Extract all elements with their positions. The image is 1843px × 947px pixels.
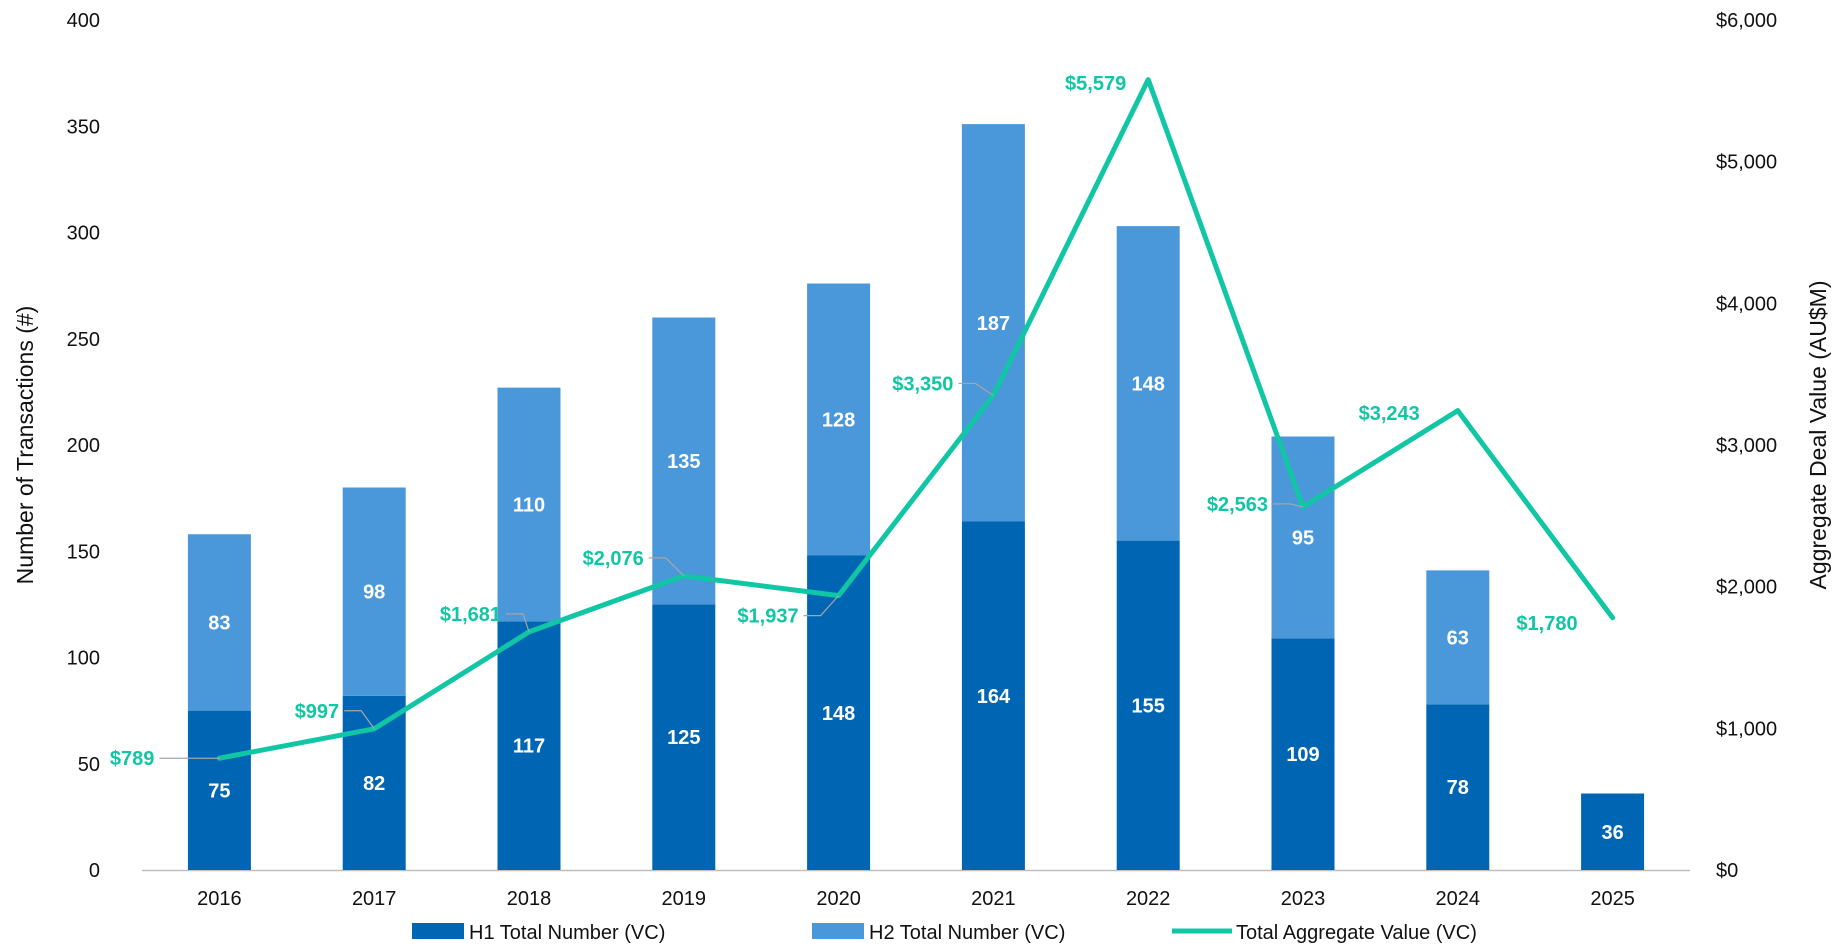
bar-h1-label: 109: [1286, 744, 1319, 766]
bar-h1-label: 75: [208, 780, 230, 802]
y-right-tick-label: $0: [1716, 860, 1738, 882]
y-left-tick-label: 250: [67, 329, 100, 351]
x-tick-label: 2020: [816, 888, 861, 910]
legend-label: Total Aggregate Value (VC): [1236, 922, 1477, 944]
bar-h2: [187, 534, 251, 711]
line-label-leader: [958, 382, 994, 396]
bar-h2-label: 148: [1132, 373, 1165, 395]
legend-swatch-h2: [812, 923, 864, 939]
bar-h1: [1116, 540, 1180, 870]
line-data-label: $3,350: [892, 373, 953, 395]
bar-h2-label: 95: [1292, 527, 1314, 549]
x-tick-label: 2017: [352, 888, 397, 910]
x-tick-label: 2023: [1281, 888, 1326, 910]
line-label-leader: [1273, 503, 1304, 508]
bar-h2: [1116, 226, 1180, 541]
line-label-leader: [803, 595, 840, 617]
bar-h1: [1271, 638, 1335, 870]
y-right-tick-label: $3,000: [1716, 435, 1777, 457]
y-right-tick-label: $5,000: [1716, 152, 1777, 174]
x-tick-label: 2021: [971, 888, 1016, 910]
total-aggregate-value-line: [216, 77, 1616, 761]
legend-swatch-h1: [412, 923, 464, 939]
y-right-tick-label: $1,000: [1716, 718, 1777, 740]
bar-h1-label: 148: [822, 703, 855, 725]
line-label-leader: [506, 613, 530, 633]
bar-h1: [497, 621, 561, 870]
bar-h1: [961, 521, 1025, 870]
bar-h1-label: 78: [1447, 777, 1469, 799]
bar-h2-label: 135: [667, 451, 700, 473]
y-left-tick-label: 400: [67, 10, 100, 32]
line-data-label: $789: [110, 748, 155, 770]
line-data-label: $3,243: [1359, 403, 1420, 425]
bar-h2: [961, 124, 1025, 522]
bar-h1-label: 82: [363, 773, 385, 795]
y-right-tick-label: $6,000: [1716, 10, 1777, 32]
bar-h1-label: 125: [667, 727, 700, 749]
bar-h1: [187, 710, 251, 870]
bar-h2: [1426, 570, 1490, 705]
y-left-tick-label: 150: [67, 541, 100, 563]
line-data-label: $997: [295, 701, 340, 723]
legend-label: H2 Total Number (VC): [869, 922, 1065, 944]
line-label-leader: [648, 557, 685, 577]
bar-h1-label: 117: [513, 736, 545, 758]
y-left-tick-label: 50: [78, 754, 100, 776]
y-left-tick-label: 300: [67, 223, 100, 245]
bar-h2-label: 128: [822, 410, 855, 432]
y-left-axis-title: Number of Transactions (#): [12, 306, 38, 585]
bar-h2-label: 187: [977, 313, 1010, 335]
y-right-tick-label: $2,000: [1716, 577, 1777, 599]
legend-label: H1 Total Number (VC): [469, 922, 665, 944]
bar-h1-label: 155: [1132, 695, 1165, 717]
x-tick-label: 2024: [1436, 888, 1481, 910]
line-data-label: $2,563: [1207, 494, 1268, 516]
y-left-tick-label: 100: [67, 648, 100, 670]
bar-h2: [807, 283, 871, 556]
line-data-label: $2,076: [583, 548, 644, 570]
bar-h1: [1581, 793, 1645, 870]
bar-h2: [342, 487, 406, 696]
bar-h1: [652, 604, 716, 870]
x-tick-label: 2022: [1126, 888, 1171, 910]
y-left-tick-label: 0: [89, 860, 100, 882]
bar-h2-label: 98: [363, 582, 385, 604]
line-data-label: $1,937: [737, 606, 798, 628]
x-tick-label: 2018: [507, 888, 552, 910]
y-right-axis-title: Aggregate Deal Value (AU$M): [1805, 281, 1831, 590]
y-right-tick-label: $4,000: [1716, 293, 1777, 315]
bar-h2: [1271, 436, 1335, 639]
bar-h2-label: 83: [208, 612, 230, 634]
bar-h2-label: 110: [513, 495, 545, 517]
line-data-label: $1,681: [440, 604, 501, 626]
line-data-label: $5,579: [1065, 73, 1126, 95]
bar-h1: [1426, 704, 1490, 870]
bar-h1: [807, 555, 871, 870]
x-tick-label: 2025: [1590, 888, 1635, 910]
bar-h1-label: 36: [1601, 822, 1623, 844]
line-data-label: $1,780: [1516, 613, 1577, 635]
y-left-tick-label: 350: [67, 116, 100, 138]
bar-h1-label: 164: [977, 686, 1011, 708]
bar-h2-label: 63: [1447, 627, 1469, 649]
bar-h1: [342, 695, 406, 870]
line-label-leader: [344, 710, 375, 730]
x-tick-label: 2016: [197, 888, 242, 910]
y-left-tick-label: 200: [67, 435, 100, 457]
x-tick-label: 2019: [662, 888, 707, 910]
bar-h2: [497, 387, 561, 622]
bar-h2: [652, 317, 716, 605]
